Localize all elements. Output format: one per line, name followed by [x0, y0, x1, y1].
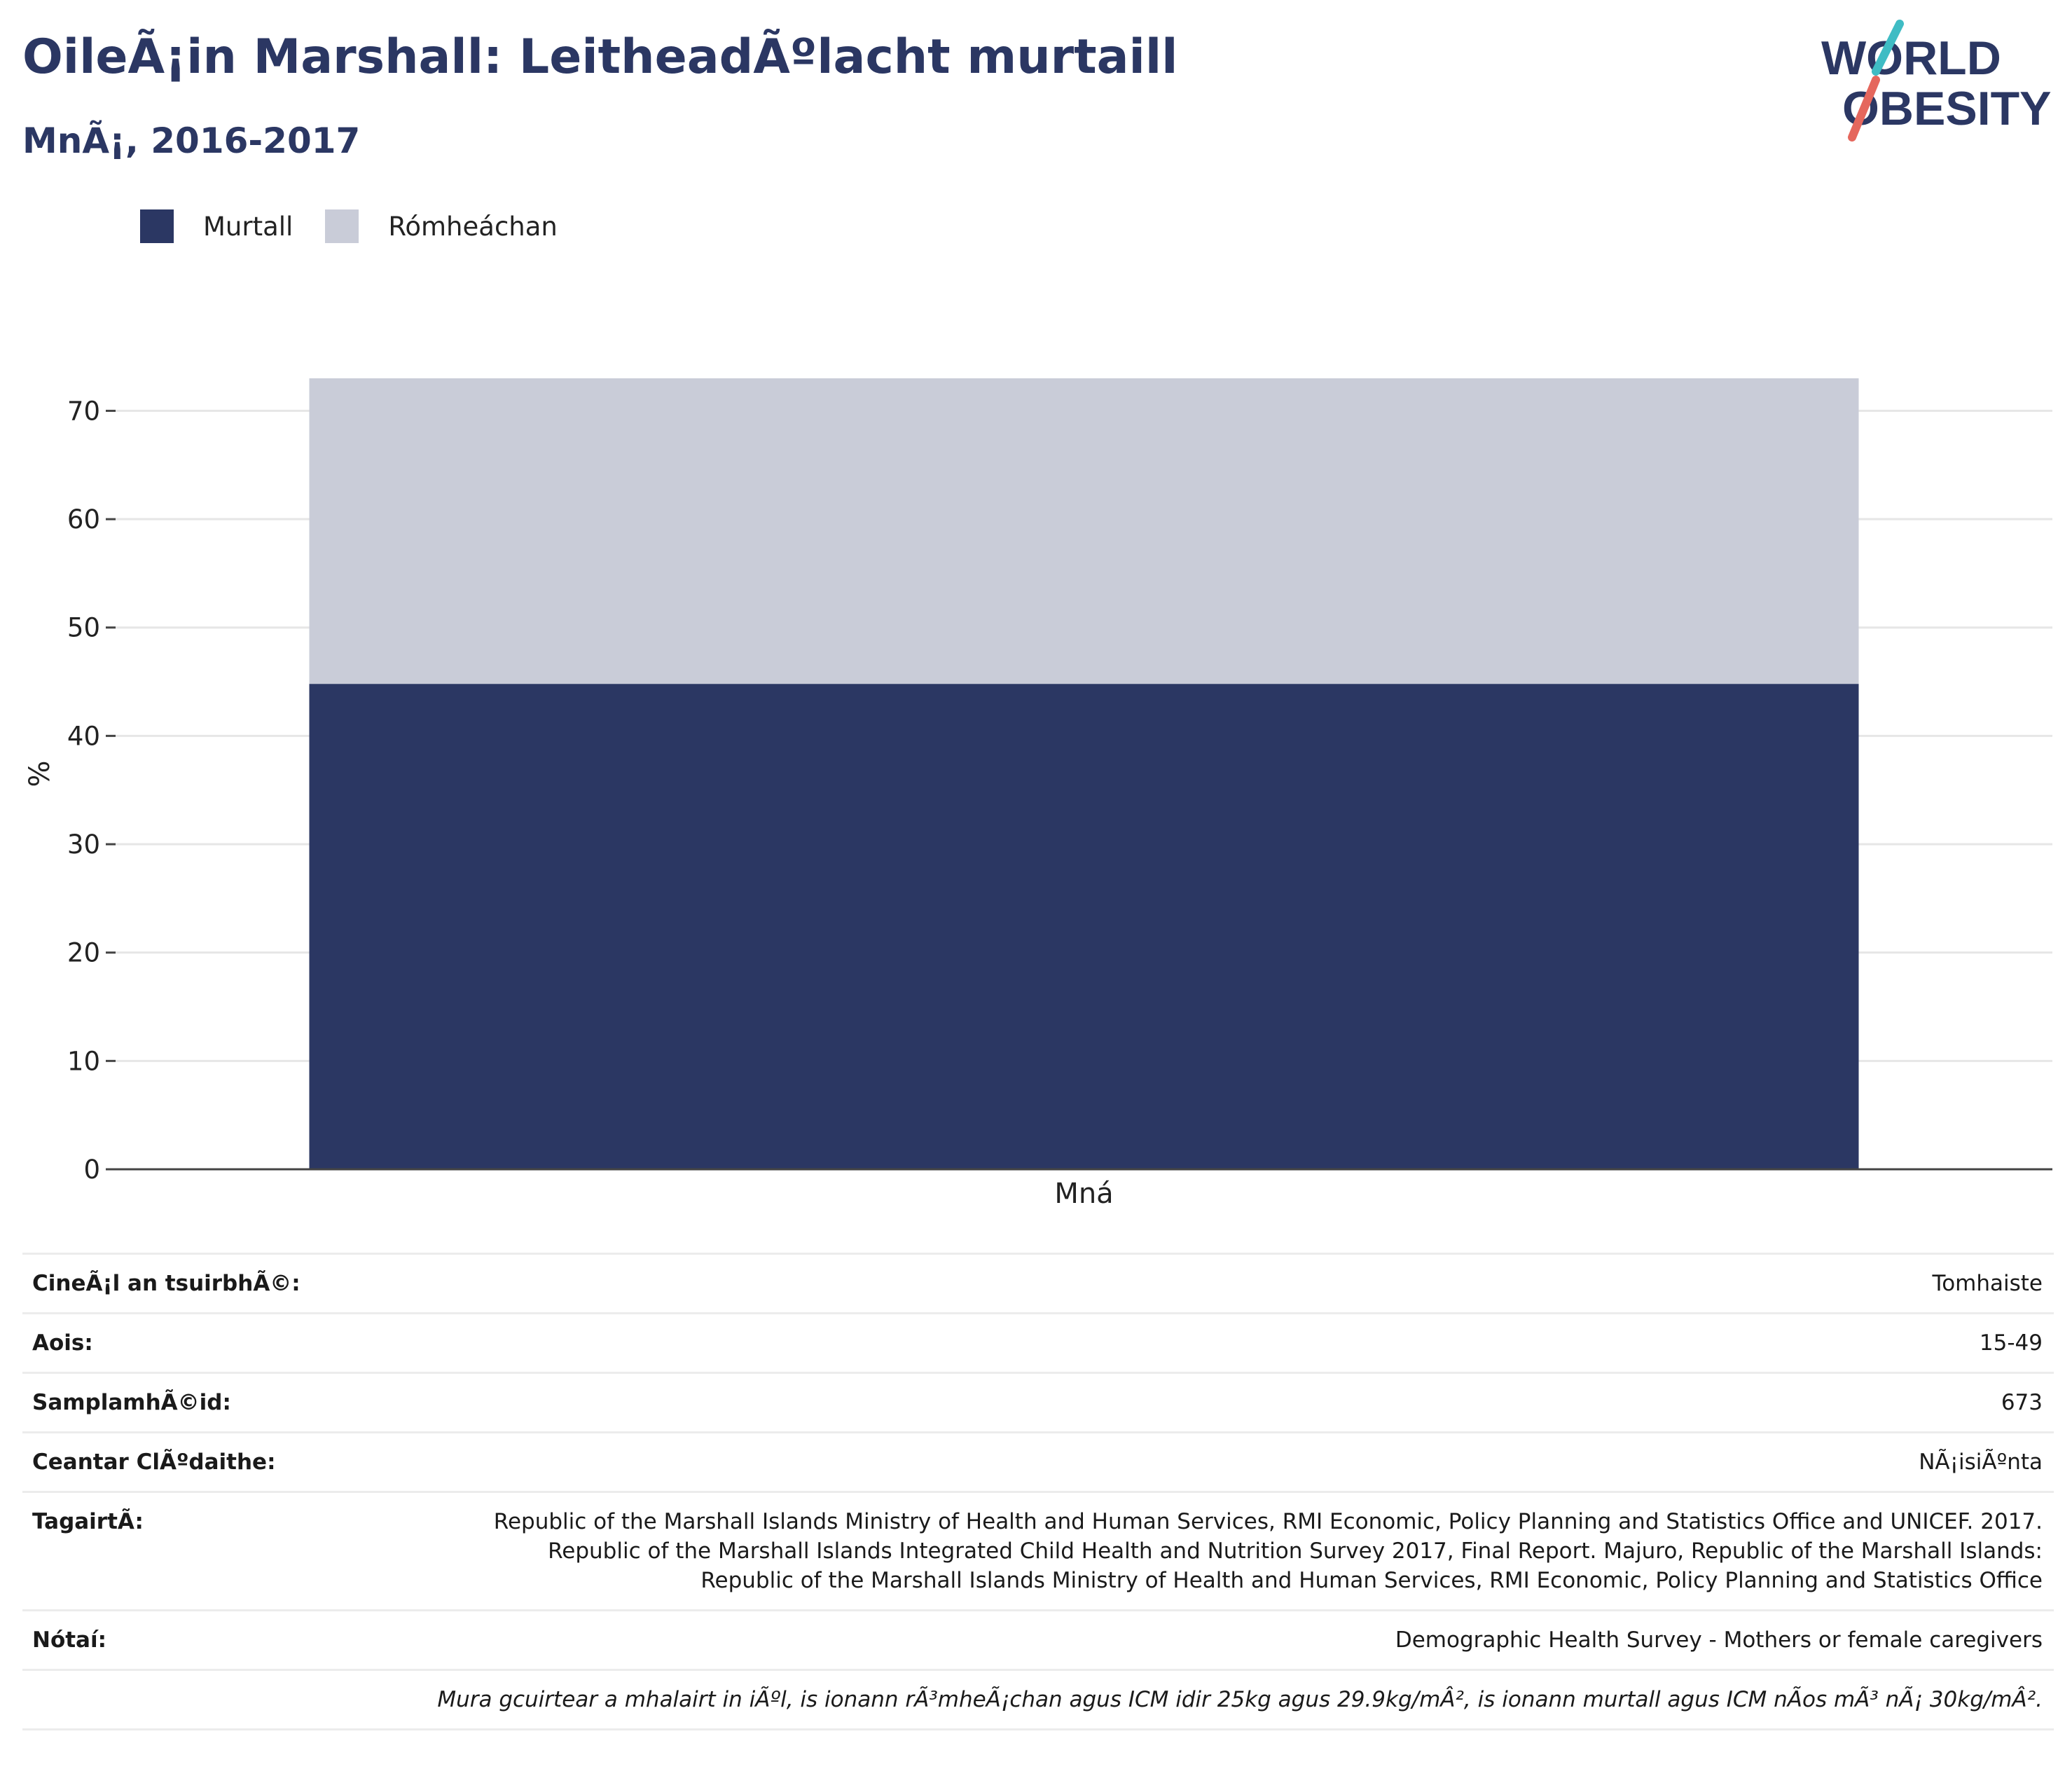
info-row: CineÃ¡l an tsuirbhÃ©: Tomhaiste [22, 1253, 2054, 1314]
info-value: 15-49 [464, 1312, 2054, 1373]
survey-info-table: CineÃ¡l an tsuirbhÃ©: Tomhaiste Aois: 15… [22, 1253, 2054, 1730]
chart-title: OileÃ¡in Marshall: LeitheadÃºlacht murta… [22, 29, 1178, 85]
bar-chart: 0 10 20 30 40 50 60 70% Mná [24, 378, 2052, 1210]
info-row: TagairtÃ: Republic of the Marshall Islan… [22, 1491, 2054, 1611]
y-tick-label: 10 [67, 1046, 100, 1076]
info-label: SamplamhÃ©id: [22, 1372, 464, 1433]
y-tick-label: 40 [67, 721, 100, 751]
y-tick-label: 20 [67, 938, 100, 968]
legend-swatch-murtall [140, 209, 174, 243]
info-label: CineÃ¡l an tsuirbhÃ©: [22, 1253, 464, 1314]
y-tick-label: 50 [67, 613, 100, 643]
x-tick-label: Mná [1054, 1178, 1113, 1210]
info-value: Tomhaiste [464, 1253, 2054, 1314]
info-label: Nótaí: [22, 1609, 464, 1670]
logo-text-world: WORLD [1821, 32, 2001, 85]
info-label: TagairtÃ: [22, 1491, 464, 1611]
info-value: Demographic Health Survey - Mothers or f… [464, 1609, 2054, 1670]
info-row: Nótaí: Demographic Health Survey - Mothe… [22, 1609, 2054, 1670]
info-value: NÃ¡isiÃºnta [464, 1431, 2054, 1492]
chart-subtitle: MnÃ¡, 2016-2017 [22, 121, 361, 161]
info-row: Aois: 15-49 [22, 1312, 2054, 1373]
bar-murtall [309, 684, 1859, 1169]
legend-label: Murtall [203, 211, 293, 242]
info-label: Ceantar ClÃºdaithe: [22, 1431, 464, 1492]
y-tick-label: 70 [67, 396, 100, 426]
y-tick-label: 60 [67, 504, 100, 535]
y-axis-label: % [24, 760, 56, 787]
bar-romheachan [309, 378, 1859, 684]
logo-text-obesity: OBESITY [1842, 82, 2052, 135]
info-row: SamplamhÃ©id: 673 [22, 1372, 2054, 1433]
legend-label: Rómheáchan [388, 211, 558, 242]
world-obesity-logo: WORLD OBESITY [1821, 20, 2052, 142]
info-row: Mura gcuirtear a mhalairt in iÃºl, is io… [22, 1669, 2054, 1730]
footnote: Mura gcuirtear a mhalairt in iÃºl, is io… [22, 1669, 2054, 1730]
info-row: Ceantar ClÃºdaithe: NÃ¡isiÃºnta [22, 1431, 2054, 1492]
legend-item-murtall[interactable]: Murtall [140, 209, 293, 243]
logo-slash-coral [1848, 76, 1880, 142]
y-tick-label: 0 [83, 1155, 100, 1185]
y-tick-label: 30 [67, 829, 100, 860]
logo-slash-teal [1872, 20, 1904, 76]
chart-legend: Murtall Rómheáchan [140, 209, 590, 244]
legend-swatch-romheachan [325, 209, 359, 243]
info-value: 673 [464, 1372, 2054, 1433]
legend-item-romheachan[interactable]: Rómheáchan [325, 209, 558, 243]
info-label: Aois: [22, 1312, 464, 1373]
info-value: Republic of the Marshall Islands Ministr… [464, 1491, 2054, 1611]
